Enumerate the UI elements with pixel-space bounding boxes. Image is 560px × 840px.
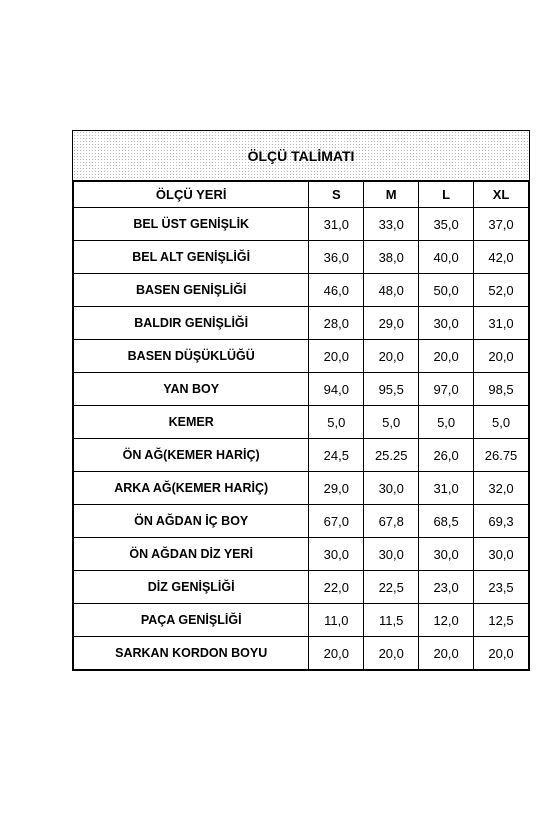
cell: 24,5 (309, 439, 364, 472)
row-label: YAN BOY (74, 373, 309, 406)
cell: 98,5 (474, 373, 529, 406)
table-row: YAN BOY94,095,597,098,5 (74, 373, 529, 406)
table-row: PAÇA GENİŞLİĞİ11,011,512,012,5 (74, 604, 529, 637)
row-label: ARKA AĞ(KEMER HARİÇ) (74, 472, 309, 505)
table-row: SARKAN KORDON BOYU20,020,020,020,0 (74, 637, 529, 670)
cell: 11,0 (309, 604, 364, 637)
row-label: BASEN DÜŞÜKLÜĞÜ (74, 340, 309, 373)
cell: 22,5 (364, 571, 419, 604)
table-row: ÖN AĞDAN İÇ BOY67,067,868,569,3 (74, 505, 529, 538)
row-label: BEL ALT GENİŞLİĞİ (74, 241, 309, 274)
cell: 11,5 (364, 604, 419, 637)
cell: 26,0 (419, 439, 474, 472)
header-size-xl: XL (474, 182, 529, 208)
table-row: BALDIR GENİŞLİĞİ28,029,030,031,0 (74, 307, 529, 340)
header-size-l: L (419, 182, 474, 208)
cell: 52,0 (474, 274, 529, 307)
cell: 22,0 (309, 571, 364, 604)
row-label: ÖN AĞDAN İÇ BOY (74, 505, 309, 538)
cell: 30,0 (474, 538, 529, 571)
table-title-cell: ÖLÇÜ TALİMATI (73, 131, 529, 181)
header-rowlabel: ÖLÇÜ YERİ (74, 182, 309, 208)
row-label: PAÇA GENİŞLİĞİ (74, 604, 309, 637)
table-row: ARKA AĞ(KEMER HARİÇ)29,030,031,032,0 (74, 472, 529, 505)
cell: 30,0 (364, 472, 419, 505)
cell: 29,0 (364, 307, 419, 340)
cell: 20,0 (419, 340, 474, 373)
table-row: BEL ÜST GENİŞLİK31,033,035,037,0 (74, 208, 529, 241)
cell: 95,5 (364, 373, 419, 406)
table-row: ÖN AĞDAN DİZ YERİ30,030,030,030,0 (74, 538, 529, 571)
row-label: SARKAN KORDON BOYU (74, 637, 309, 670)
cell: 20,0 (474, 340, 529, 373)
table-title: ÖLÇÜ TALİMATI (240, 148, 363, 164)
cell: 28,0 (309, 307, 364, 340)
cell: 42,0 (474, 241, 529, 274)
table-row: KEMER5,05,05,05,0 (74, 406, 529, 439)
cell: 23,0 (419, 571, 474, 604)
header-row: ÖLÇÜ YERİ S M L XL (74, 182, 529, 208)
cell: 25.25 (364, 439, 419, 472)
page: ÖLÇÜ TALİMATI ÖLÇÜ YERİ S M L XL BEL ÜST… (0, 0, 560, 840)
cell: 5,0 (309, 406, 364, 439)
row-label: DİZ GENİŞLİĞİ (74, 571, 309, 604)
cell: 30,0 (364, 538, 419, 571)
table-body: BEL ÜST GENİŞLİK31,033,035,037,0 BEL ALT… (74, 208, 529, 670)
size-table-frame: ÖLÇÜ TALİMATI ÖLÇÜ YERİ S M L XL BEL ÜST… (72, 130, 530, 671)
cell: 20,0 (364, 637, 419, 670)
row-label: BASEN GENİŞLİĞİ (74, 274, 309, 307)
cell: 20,0 (419, 637, 474, 670)
row-label: BEL ÜST GENİŞLİK (74, 208, 309, 241)
cell: 36,0 (309, 241, 364, 274)
cell: 30,0 (419, 538, 474, 571)
cell: 5,0 (364, 406, 419, 439)
cell: 5,0 (419, 406, 474, 439)
cell: 50,0 (419, 274, 474, 307)
cell: 37,0 (474, 208, 529, 241)
row-label: BALDIR GENİŞLİĞİ (74, 307, 309, 340)
row-label: ÖN AĞ(KEMER HARİÇ) (74, 439, 309, 472)
header-size-s: S (309, 182, 364, 208)
cell: 67,8 (364, 505, 419, 538)
cell: 32,0 (474, 472, 529, 505)
cell: 33,0 (364, 208, 419, 241)
cell: 40,0 (419, 241, 474, 274)
cell: 46,0 (309, 274, 364, 307)
cell: 5,0 (474, 406, 529, 439)
row-label: KEMER (74, 406, 309, 439)
cell: 67,0 (309, 505, 364, 538)
cell: 97,0 (419, 373, 474, 406)
cell: 20,0 (309, 340, 364, 373)
row-label: ÖN AĞDAN DİZ YERİ (74, 538, 309, 571)
size-table: ÖLÇÜ YERİ S M L XL BEL ÜST GENİŞLİK31,03… (73, 181, 529, 670)
cell: 12,0 (419, 604, 474, 637)
table-row: ÖN AĞ(KEMER HARİÇ)24,525.2526,026.75 (74, 439, 529, 472)
cell: 26.75 (474, 439, 529, 472)
cell: 68,5 (419, 505, 474, 538)
table-row: BEL ALT GENİŞLİĞİ36,038,040,042,0 (74, 241, 529, 274)
cell: 35,0 (419, 208, 474, 241)
table-row: BASEN DÜŞÜKLÜĞÜ20,020,020,020,0 (74, 340, 529, 373)
cell: 94,0 (309, 373, 364, 406)
cell: 30,0 (309, 538, 364, 571)
cell: 20,0 (309, 637, 364, 670)
header-size-m: M (364, 182, 419, 208)
cell: 31,0 (419, 472, 474, 505)
cell: 48,0 (364, 274, 419, 307)
cell: 31,0 (309, 208, 364, 241)
cell: 20,0 (364, 340, 419, 373)
table-row: BASEN GENİŞLİĞİ46,048,050,052,0 (74, 274, 529, 307)
cell: 38,0 (364, 241, 419, 274)
cell: 69,3 (474, 505, 529, 538)
cell: 12,5 (474, 604, 529, 637)
cell: 30,0 (419, 307, 474, 340)
cell: 23,5 (474, 571, 529, 604)
cell: 31,0 (474, 307, 529, 340)
cell: 20,0 (474, 637, 529, 670)
table-row: DİZ GENİŞLİĞİ22,022,523,023,5 (74, 571, 529, 604)
cell: 29,0 (309, 472, 364, 505)
